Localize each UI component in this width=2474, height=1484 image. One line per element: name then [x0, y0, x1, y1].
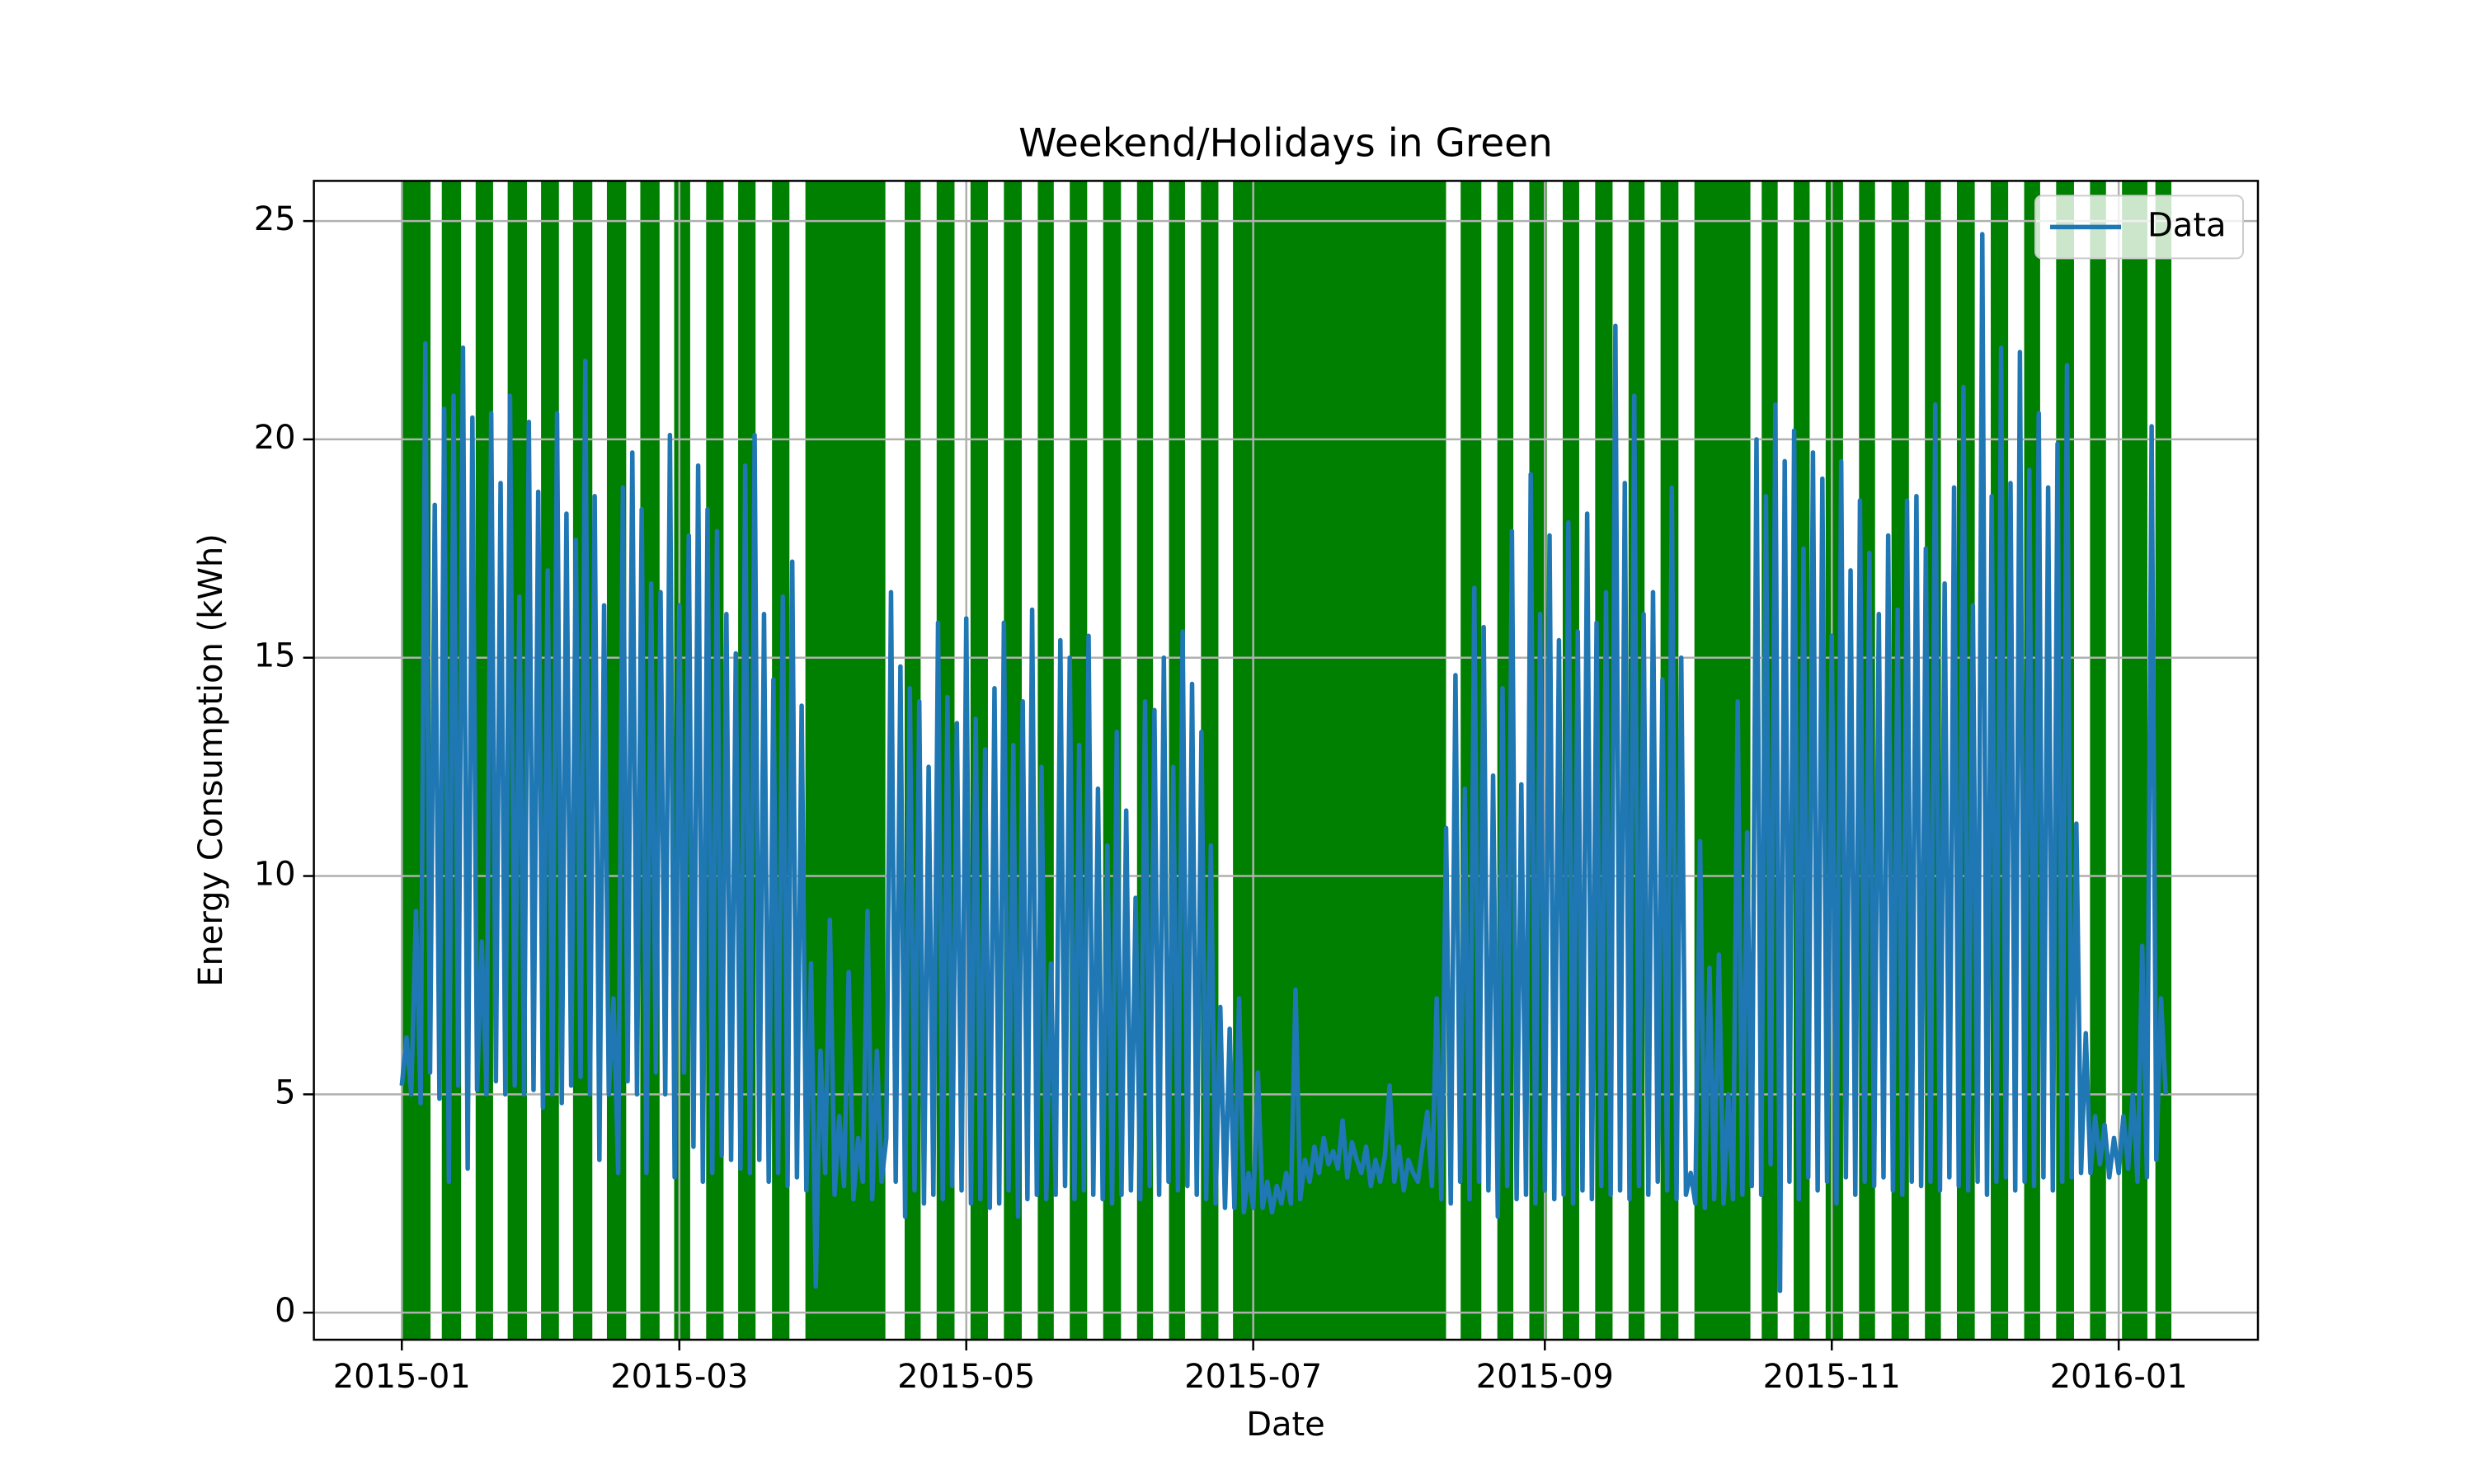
y-tick-label: 10	[254, 856, 296, 894]
y-tick-label: 15	[254, 637, 296, 675]
holiday-span	[2155, 181, 2172, 1340]
y-tick-label: 20	[254, 419, 296, 457]
x-axis-label: Date	[1246, 1406, 1325, 1444]
x-tick-label: 2015-09	[1476, 1358, 1614, 1396]
legend-box	[2034, 195, 2244, 260]
y-axis-label: Energy Consumption (kWh)	[192, 533, 230, 987]
plot-frame	[313, 180, 2260, 1341]
chart-title: Weekend/Holidays in Green	[1018, 121, 1553, 167]
x-tick-label: 2015-05	[897, 1358, 1035, 1396]
x-tick-label: 2015-11	[1763, 1358, 1901, 1396]
lines	[399, 232, 2168, 1294]
x-tick-label: 2015-07	[1184, 1358, 1322, 1396]
legend-label: Data	[2147, 206, 2227, 244]
y-tick-label: 0	[275, 1292, 295, 1330]
x-tick-label: 2016-01	[2050, 1358, 2188, 1396]
x-tick-label: 2015-03	[610, 1358, 748, 1396]
holiday-span	[1103, 181, 1122, 1340]
y-tick-label: 5	[275, 1073, 295, 1111]
data-line	[399, 232, 2168, 1294]
holiday-span	[2090, 181, 2106, 1340]
y-tick-label: 25	[254, 200, 296, 238]
x-tick-label: 2015-01	[333, 1358, 471, 1396]
